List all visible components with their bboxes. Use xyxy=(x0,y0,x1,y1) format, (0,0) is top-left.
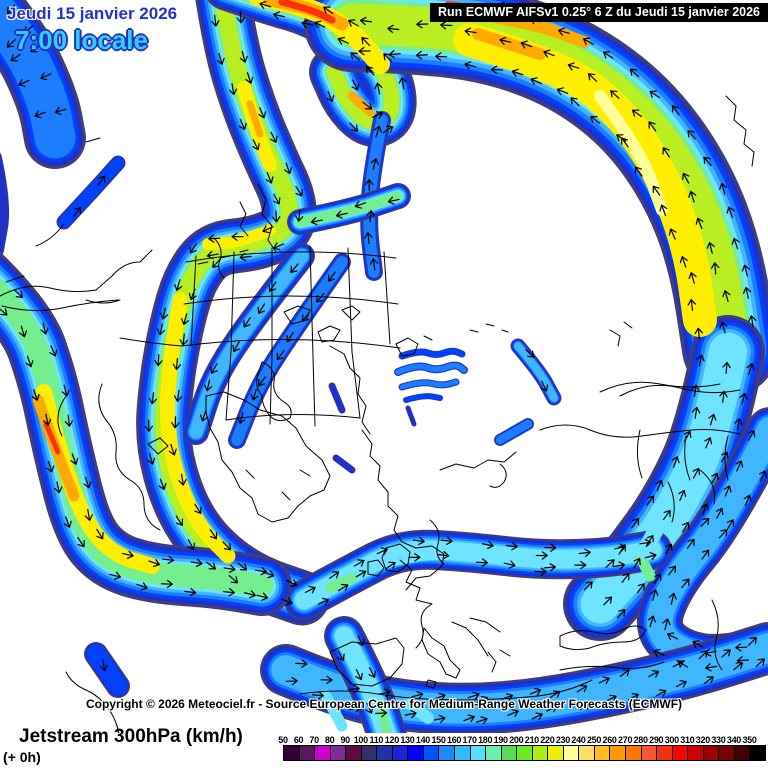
legend-label: 50 xyxy=(278,735,288,745)
legend-cell xyxy=(626,746,642,760)
wind-arrows xyxy=(0,0,767,725)
legend-label: 280 xyxy=(633,735,648,745)
legend-label: 130 xyxy=(400,735,415,745)
legend-cell xyxy=(501,746,518,760)
legend-label: 190 xyxy=(493,735,508,745)
legend-label: 210 xyxy=(524,735,539,745)
legend-cell xyxy=(486,746,502,760)
legend-cell xyxy=(688,746,704,760)
legend-label: 220 xyxy=(540,735,555,745)
legend-cell xyxy=(579,746,595,760)
legend-cell xyxy=(392,746,409,760)
legend-label: 270 xyxy=(618,735,633,745)
legend-label: 320 xyxy=(695,735,710,745)
legend-cell xyxy=(594,746,611,760)
legend-label: 110 xyxy=(369,735,384,745)
legend-cell xyxy=(330,746,347,760)
legend-cell xyxy=(563,746,580,760)
product-title: Jetstream 300hPa (km/h) xyxy=(19,726,243,747)
legend-cell xyxy=(361,746,378,760)
legend-cell xyxy=(439,746,456,760)
legend-label: 290 xyxy=(649,735,664,745)
legend-cells xyxy=(283,745,766,761)
legend-label: 250 xyxy=(586,735,602,745)
legend-cell xyxy=(641,746,658,760)
legend-label: 330 xyxy=(711,735,726,745)
legend-label: 260 xyxy=(602,735,617,745)
legend-label: 340 xyxy=(726,735,741,745)
legend-cell xyxy=(532,746,549,760)
date-label: Jeudi 15 janvier 2026 xyxy=(7,4,178,23)
legend-label: 100 xyxy=(353,735,368,745)
legend-cell xyxy=(703,746,720,760)
legend-label: 240 xyxy=(571,735,586,745)
legend-cell xyxy=(455,746,471,760)
legend-cell xyxy=(408,746,424,760)
legend-label: 120 xyxy=(384,735,399,745)
legend-label: 60 xyxy=(293,735,304,745)
legend-label: 230 xyxy=(555,735,570,745)
legend-label: 170 xyxy=(462,735,477,745)
legend-label: 310 xyxy=(680,735,695,745)
legend-label: 140 xyxy=(415,735,430,745)
copyright: Copyright © 2026 Meteociel.fr - Source E… xyxy=(85,697,683,711)
legend-cell xyxy=(346,746,362,760)
legend-label: 300 xyxy=(664,735,679,745)
legend-label: 200 xyxy=(509,735,524,745)
legend-cell xyxy=(470,746,487,760)
legend-cell xyxy=(719,746,735,760)
legend-cell xyxy=(423,746,440,760)
legend-cell xyxy=(734,746,751,760)
legend-cell xyxy=(517,746,533,760)
legend-label: 350 xyxy=(742,735,757,745)
legend-cell xyxy=(315,746,331,760)
legend-cell xyxy=(377,746,393,760)
legend-label: 90 xyxy=(340,735,350,745)
legend-label: 80 xyxy=(324,735,335,745)
legend-cell xyxy=(299,746,316,760)
legend-cell xyxy=(548,746,564,760)
legend-label: 70 xyxy=(309,735,319,745)
legend-label: 150 xyxy=(431,735,446,745)
legend-cell xyxy=(750,746,765,760)
legend-cell xyxy=(657,746,673,760)
legend-cell xyxy=(672,746,689,760)
legend-cell xyxy=(284,746,300,760)
time-label: 7:00 locale xyxy=(15,25,148,55)
run-banner: Run ECMWF AIFSv1 0.25° 6 Z du Jeudi 15 j… xyxy=(430,3,768,22)
legend-label: 180 xyxy=(478,735,493,745)
legend-colorbar: 50 60 70 80 90 100 110 120 130 140 150 160 170 180 190… xyxy=(278,735,766,765)
coastlines xyxy=(0,95,755,767)
legend-label: 160 xyxy=(446,735,462,745)
legend-cell xyxy=(610,746,627,760)
forecast-step: (+ 0h) xyxy=(3,749,41,765)
